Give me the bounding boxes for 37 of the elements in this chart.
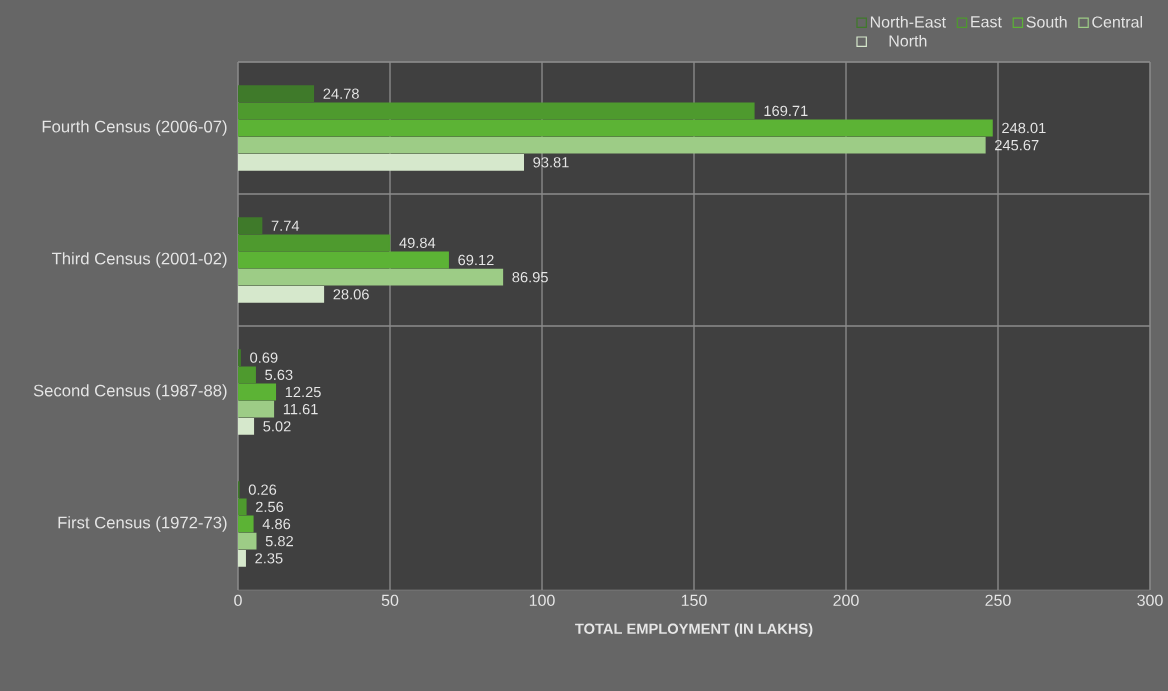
x-tick-label: 200 — [833, 594, 859, 607]
legend-label: East — [971, 16, 1002, 28]
legend-label: South — [1026, 15, 1067, 28]
data-label: 86.95 — [512, 271, 548, 283]
data-label: 5.02 — [263, 421, 291, 432]
data-label: 5.82 — [265, 535, 293, 547]
data-label: 0.26 — [248, 484, 277, 495]
data-label: 245.67 — [995, 139, 1039, 151]
x-tick-label: 50 — [381, 594, 399, 607]
x-tick-label: 300 — [1137, 594, 1163, 607]
data-label: 7.74 — [271, 220, 300, 231]
data-label: 2.56 — [255, 501, 284, 513]
data-label: 169.71 — [764, 105, 808, 117]
data-label: 49.84 — [399, 237, 436, 249]
legend-label: North-East — [870, 15, 946, 28]
data-label: 11.61 — [283, 403, 318, 415]
y-tick-label: Fourth Census (2006-07) — [42, 120, 227, 136]
data-label: 24.78 — [323, 88, 359, 99]
data-label: 4.86 — [262, 518, 291, 530]
y-tick-label: Second Census (1987-88) — [33, 384, 227, 400]
data-label: 2.35 — [255, 553, 283, 564]
data-label: 69.12 — [458, 254, 494, 266]
x-tick-label: 150 — [681, 594, 707, 607]
legend-label: North — [889, 34, 927, 47]
data-label: 5.63 — [265, 369, 293, 381]
y-tick-label: Third Census (2001-02) — [51, 252, 227, 268]
y-tick-label: First Census (1972-73) — [58, 516, 227, 532]
data-label: 28.06 — [333, 289, 369, 300]
data-label: 0.69 — [250, 352, 278, 363]
x-tick-label: 0 — [234, 594, 242, 607]
data-label: 12.25 — [285, 386, 321, 398]
legend-label: Central — [1092, 15, 1142, 28]
data-label: 93.81 — [533, 157, 569, 168]
x-tick-label: 100 — [529, 594, 555, 607]
x-axis-title: TOTAL EMPLOYMENT (IN LAKHS) — [575, 623, 813, 637]
x-tick-label: 250 — [985, 594, 1011, 607]
data-label: 248.01 — [1002, 122, 1046, 134]
